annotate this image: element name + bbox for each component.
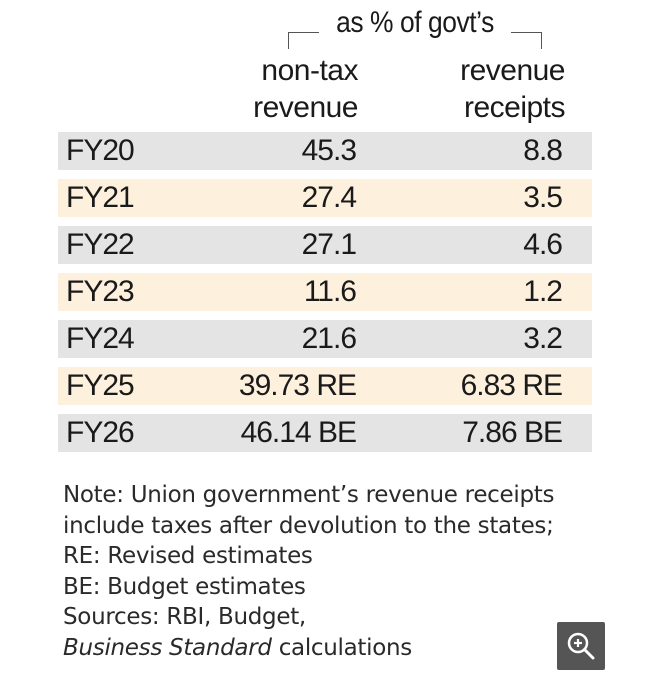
row-label: FY23 <box>66 275 135 308</box>
row-label: FY21 <box>66 181 135 214</box>
footnote-line: Note: Union government’s revenue receipt… <box>63 482 555 508</box>
table-row: FY24 21.6 3.2 <box>58 320 592 358</box>
table-row: FY21 27.4 3.5 <box>58 179 592 217</box>
row-label: FY20 <box>66 134 135 167</box>
table-row: FY20 45.3 8.8 <box>58 132 592 170</box>
value-non-tax-revenue: 46.14 BE <box>240 416 357 449</box>
value-revenue-receipts: 3.5 <box>523 181 563 214</box>
bracket-left <box>288 32 319 49</box>
footnote-line: BE: Budget estimates <box>63 573 306 600</box>
value-revenue-receipts: 4.6 <box>523 228 563 261</box>
value-non-tax-revenue: 21.6 <box>301 322 357 355</box>
row-label: FY24 <box>66 322 135 355</box>
row-label: FY22 <box>66 228 135 261</box>
footnote-line: RE: Revised estimates <box>63 543 313 569</box>
column-header-revenue-receipts: revenue receipts <box>365 52 565 126</box>
value-revenue-receipts: 3.2 <box>523 322 563 355</box>
table-row: FY23 11.6 1.2 <box>58 273 592 311</box>
footnote-line: include taxes after devolution to the st… <box>63 512 554 539</box>
group-header: as % of govt’s <box>280 6 550 49</box>
column-header-line: non-tax <box>261 54 358 87</box>
value-revenue-receipts: 8.8 <box>523 134 563 167</box>
data-table: FY20 45.3 8.8 FY21 27.4 3.5 FY22 27.1 4.6 FY23 11.… <box>58 132 592 461</box>
value-revenue-receipts: 6.83 RE <box>460 369 563 402</box>
value-non-tax-revenue: 39.73 RE <box>238 369 357 402</box>
value-non-tax-revenue: 27.4 <box>301 181 357 214</box>
table-row: FY22 27.1 4.6 <box>58 226 592 264</box>
group-header-label: as % of govt’s <box>336 6 494 39</box>
row-label: FY25 <box>66 369 135 402</box>
footnote-line: Business Standard calculations <box>63 633 623 664</box>
column-header-line: revenue <box>253 91 358 124</box>
column-header-non-tax-revenue: non-tax revenue <box>158 52 358 126</box>
value-non-tax-revenue: 27.1 <box>301 228 357 261</box>
zoom-in-icon <box>567 632 595 660</box>
value-revenue-receipts: 7.86 BE <box>462 416 563 449</box>
value-non-tax-revenue: 45.3 <box>301 134 357 167</box>
table-row: FY26 46.14 BE 7.86 BE <box>58 414 592 452</box>
row-label: FY26 <box>66 416 135 449</box>
footnote-text: calculations <box>271 634 413 661</box>
value-non-tax-revenue: 11.6 <box>303 275 357 308</box>
column-header-line: revenue <box>460 54 565 87</box>
value-revenue-receipts: 1.2 <box>523 275 563 308</box>
bracket-right <box>511 32 542 49</box>
footnote-line: Sources: RBI, Budget, <box>63 604 306 630</box>
table-row: FY25 39.73 RE 6.83 RE <box>58 367 592 405</box>
zoom-button[interactable] <box>557 622 605 670</box>
source-publication: Business Standard <box>63 634 272 661</box>
footnote: Note: Union government’s revenue receipt… <box>63 480 623 663</box>
column-header-line: receipts <box>463 91 566 124</box>
